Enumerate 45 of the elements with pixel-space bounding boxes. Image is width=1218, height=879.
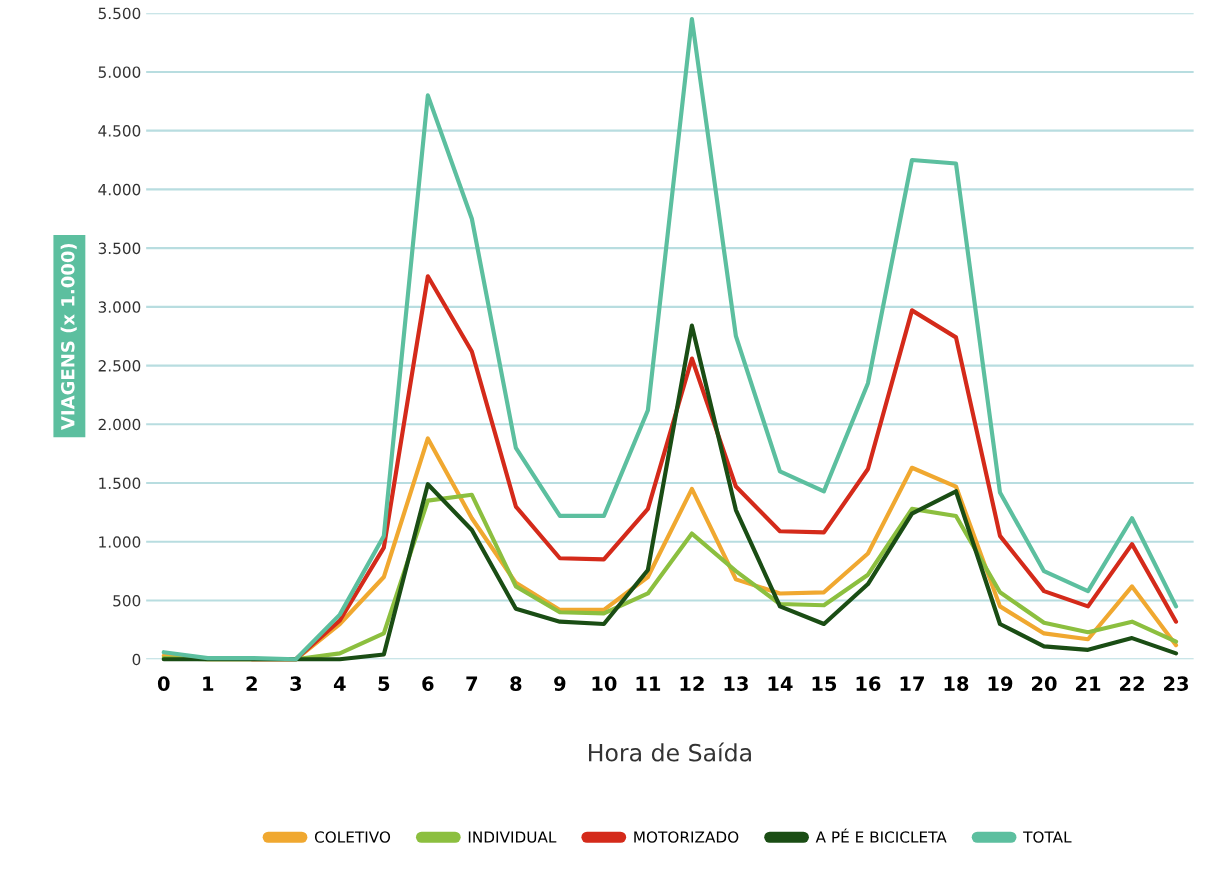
y-tick-label: 5.000 bbox=[98, 66, 141, 78]
x-tick-label: 1 bbox=[203, 676, 214, 691]
y-tick-label: 2.500 bbox=[98, 360, 141, 372]
x-tick-label: 9 bbox=[554, 676, 566, 691]
y-tick-label: 3.500 bbox=[98, 242, 141, 255]
y-tick-label: 4.000 bbox=[98, 183, 141, 196]
x-tick-label: 10 bbox=[592, 676, 617, 691]
x-tick-label: 2 bbox=[246, 676, 257, 691]
legend-label: A PÉ E BICICLETA bbox=[815, 828, 947, 843]
legend-label: MOTORIZADO bbox=[634, 831, 739, 843]
x-tick-label: 15 bbox=[812, 676, 837, 691]
x-tick-label: 20 bbox=[1032, 676, 1057, 691]
x-tick-label: 3 bbox=[290, 676, 302, 691]
x-tick-label: 5 bbox=[378, 676, 390, 691]
y-axis-title: VIAGENS (x 1.000) bbox=[60, 243, 77, 431]
y-tick-label: 3.000 bbox=[98, 301, 141, 313]
x-tick-label: 7 bbox=[466, 676, 478, 691]
x-tick-label: 4 bbox=[333, 676, 346, 691]
y-tick-label: 1.000 bbox=[99, 536, 141, 548]
x-tick-label: 19 bbox=[988, 676, 1013, 691]
x-tick-label: 0 bbox=[157, 676, 170, 691]
x-tick-label: 6 bbox=[422, 676, 434, 691]
x-tick-label: 18 bbox=[944, 676, 969, 691]
x-tick-label: 12 bbox=[680, 676, 704, 691]
y-tick-label: 4.500 bbox=[98, 125, 141, 137]
x-tick-label: 14 bbox=[768, 676, 793, 691]
y-tick-label: 1.500 bbox=[99, 477, 141, 490]
x-tick-label: 17 bbox=[900, 676, 924, 691]
x-tick-label: 11 bbox=[636, 676, 661, 691]
x-tick-label: 8 bbox=[510, 676, 522, 691]
y-tick-label: 500 bbox=[113, 594, 141, 607]
x-tick-label: 22 bbox=[1120, 676, 1144, 691]
y-tick-label: 5.500 bbox=[98, 7, 141, 20]
x-tick-label: 21 bbox=[1076, 676, 1101, 691]
legend-label: COLETIVO bbox=[314, 831, 391, 843]
x-tick-label: 23 bbox=[1164, 676, 1189, 691]
legend-label: TOTAL bbox=[1023, 831, 1072, 843]
x-tick-label: 16 bbox=[856, 676, 881, 691]
legend-label: INDIVIDUAL bbox=[468, 831, 557, 843]
line-series bbox=[161, 323, 1179, 662]
x-axis-title: Hora de Saída bbox=[589, 742, 751, 762]
y-tick-label: 2.000 bbox=[98, 418, 141, 431]
line-series bbox=[161, 16, 1179, 662]
x-tick-label: 13 bbox=[724, 676, 748, 691]
y-tick-label: 0 bbox=[132, 653, 141, 666]
